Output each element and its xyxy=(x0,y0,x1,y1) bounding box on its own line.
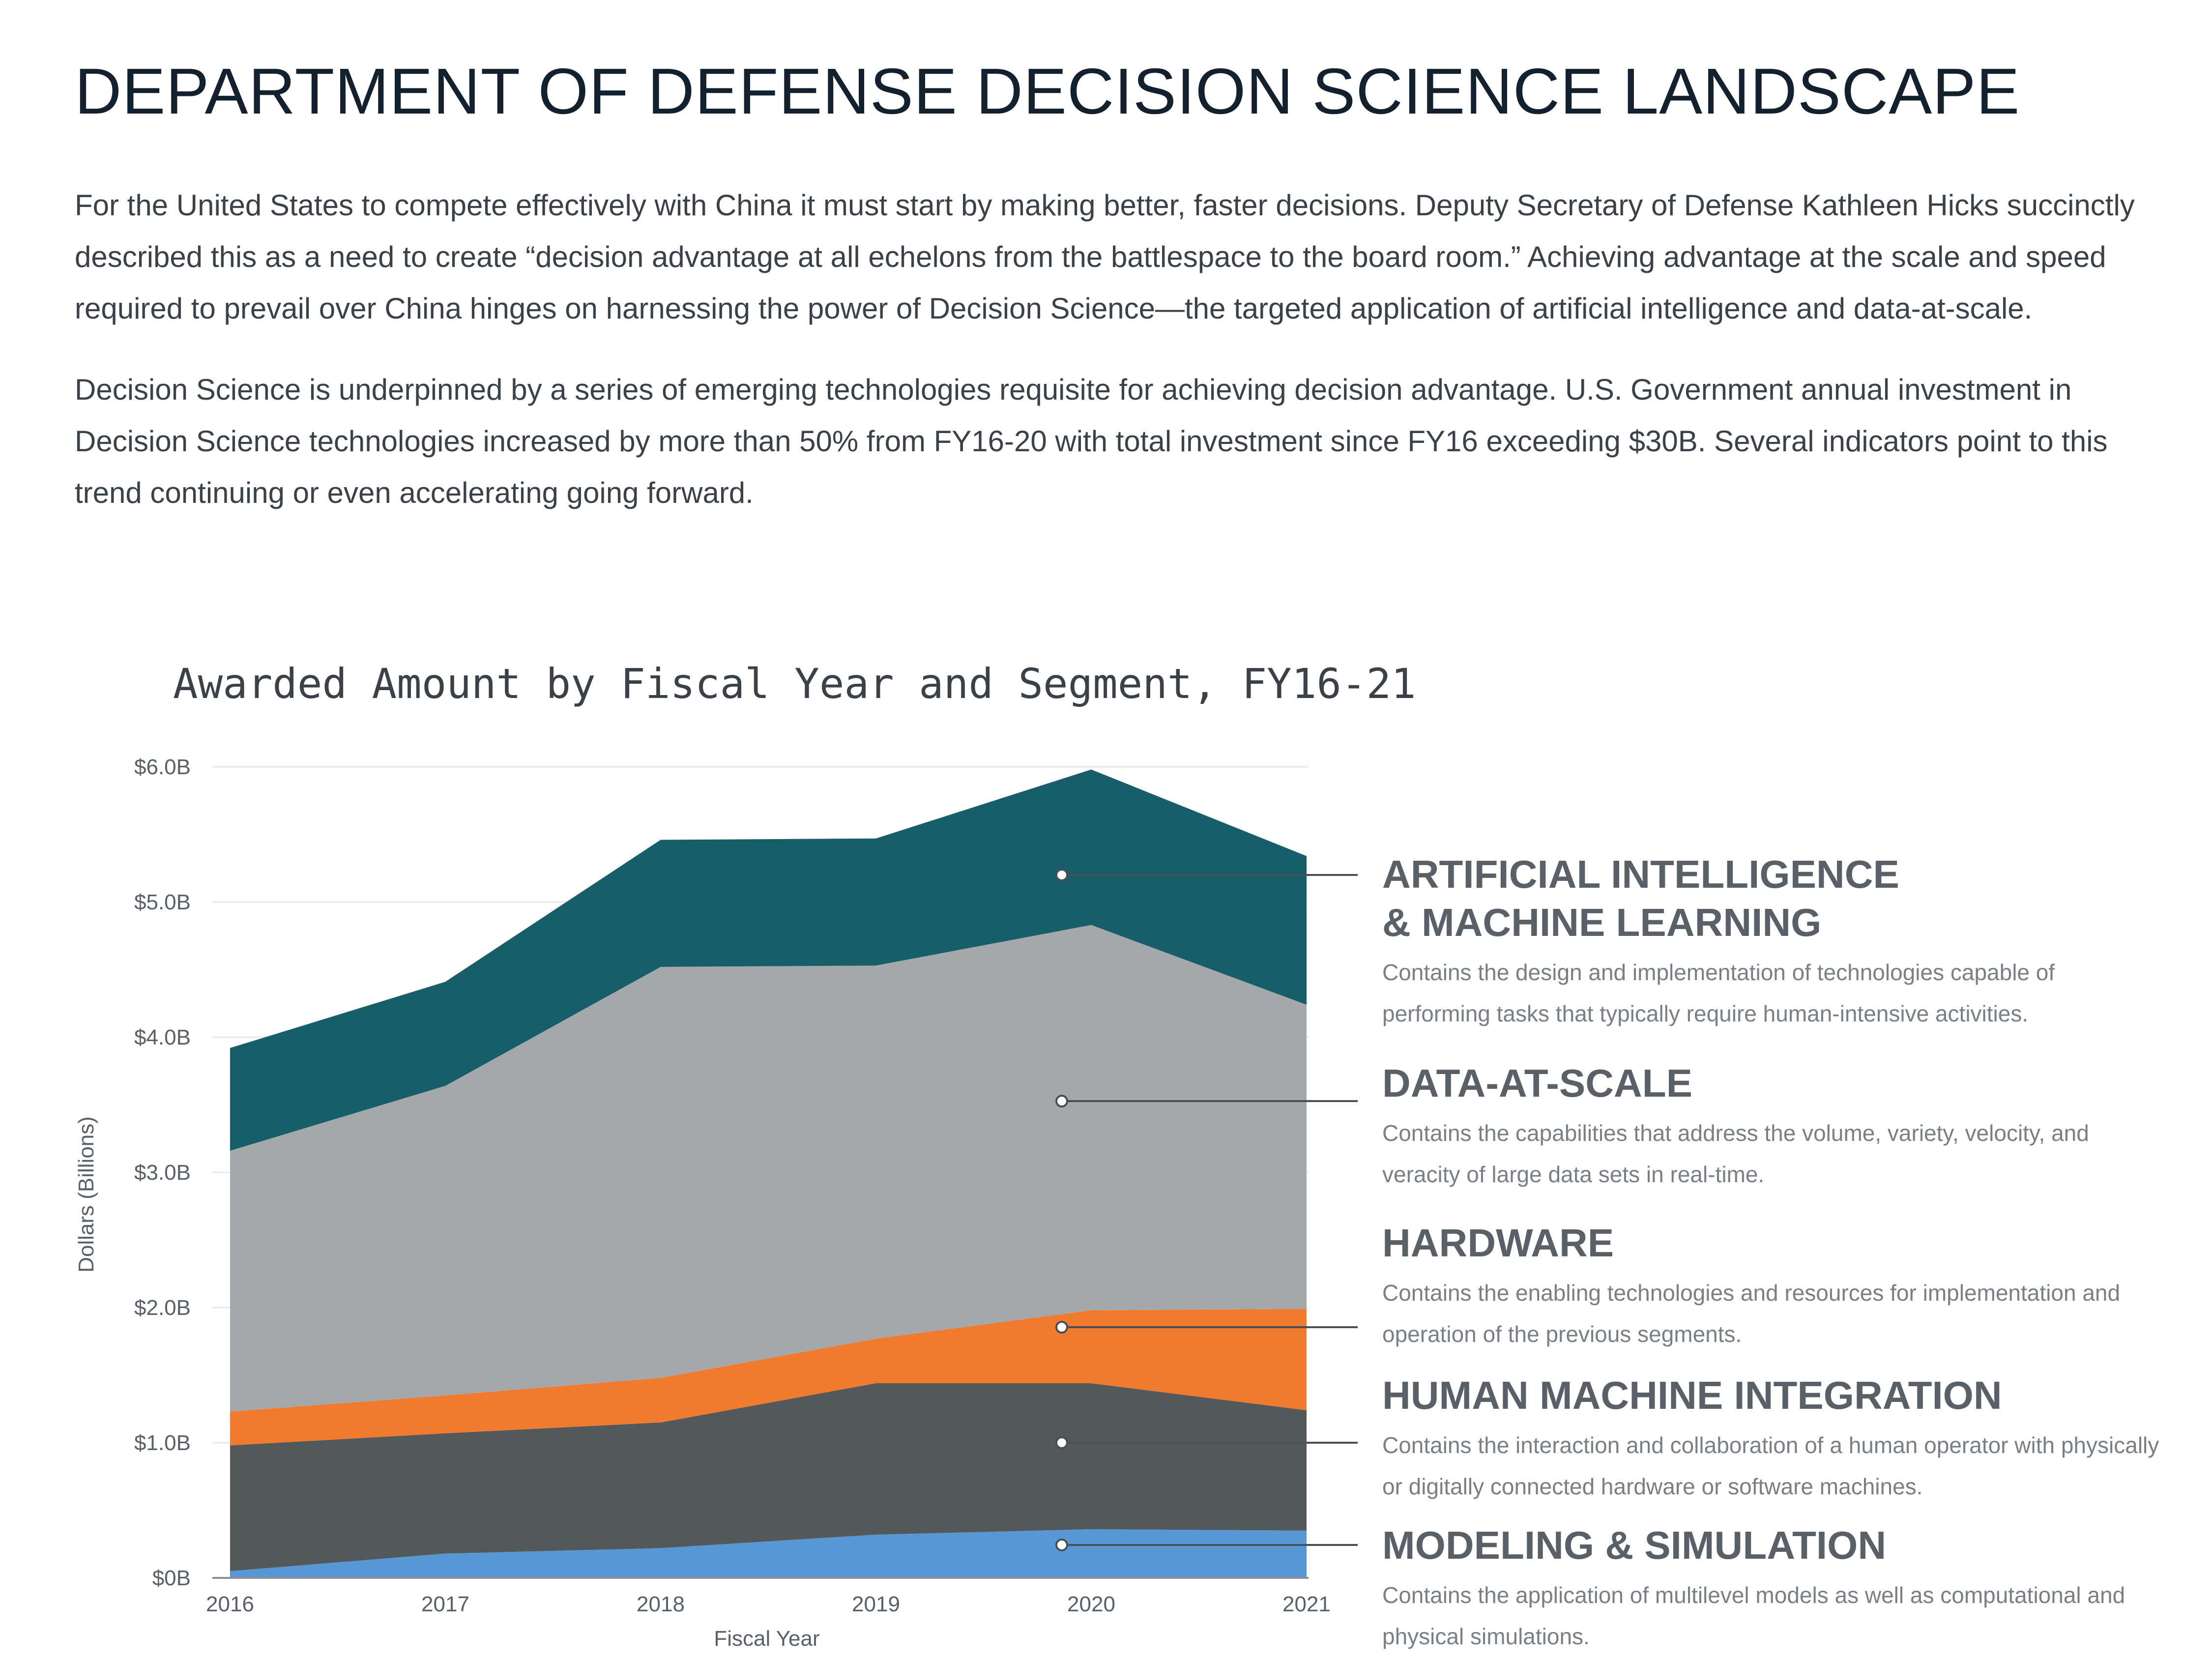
y-tick-label: $4.0B xyxy=(134,1025,191,1049)
y-axis-title: Dollars (Billions) xyxy=(74,1116,98,1273)
area-das xyxy=(230,925,1307,1412)
legend-title-aiml: ARTIFICIAL INTELLIGENCE & MACHINE LEARNI… xyxy=(1382,852,1899,944)
y-tick-label: $0B xyxy=(152,1566,191,1590)
legend-title-human-machine-integration: HUMAN MACHINE INTEGRATION xyxy=(1382,1373,2002,1417)
legend-description-aiml: Contains the design and implementation o… xyxy=(1382,960,2055,1026)
leader-dot-das xyxy=(1055,1095,1068,1107)
legend-leaders xyxy=(1055,869,1358,1551)
x-tick-label: 2021 xyxy=(1282,1592,1331,1616)
legend-description-modeling-simulation: Contains the application of multilevel m… xyxy=(1382,1582,2125,1649)
leader-dot-hmi xyxy=(1055,1436,1068,1449)
area-modeling xyxy=(230,1529,1307,1578)
x-tick-label: 2018 xyxy=(637,1592,685,1616)
y-tick-label: $5.0B xyxy=(134,890,191,914)
legend-title-modeling-simulation: MODELING & SIMULATION xyxy=(1382,1523,1887,1567)
leader-dot-modeling xyxy=(1055,1539,1068,1551)
axes: $0B $1.0B $2.0B $3.0B $4.0B $5.0B $6.0B 2016 201… xyxy=(74,755,1331,1651)
area-series xyxy=(230,769,1307,1578)
x-tick-label: 2019 xyxy=(852,1592,900,1616)
y-tick-label: $2.0B xyxy=(134,1296,191,1320)
area-hmi xyxy=(230,1383,1307,1572)
x-tick-label: 2016 xyxy=(206,1592,254,1616)
leader-dot-aiml xyxy=(1055,869,1068,881)
y-tick-label: $6.0B xyxy=(134,755,191,779)
area-aiml xyxy=(230,769,1307,1151)
area-hardware xyxy=(230,1309,1307,1446)
legend-item-data-at-scale: DATA-AT-SCALE Contains the capabilities … xyxy=(1382,1059,2169,1195)
y-tick-label: $3.0B xyxy=(134,1161,191,1185)
legend-description-hardware: Contains the enabling technologies and r… xyxy=(1382,1280,2121,1347)
intro-paragraph-2: Decision Science is underpinned by a ser… xyxy=(75,373,2108,509)
x-tick-label: 2017 xyxy=(421,1592,469,1616)
legend-item-modeling-simulation: MODELING & SIMULATION Contains the appli… xyxy=(1382,1521,2169,1657)
leader-dot-hardware xyxy=(1055,1321,1068,1334)
x-tick-label: 2020 xyxy=(1067,1592,1115,1616)
legend-item-hardware: HARDWARE Contains the enabling technolog… xyxy=(1382,1219,2169,1355)
legend-title-hardware: HARDWARE xyxy=(1382,1221,1614,1265)
page-title: DEPARTMENT OF DEFENSE DECISION SCIENCE L… xyxy=(75,55,2020,127)
legend-description-human-machine-integration: Contains the interaction and collaborati… xyxy=(1382,1432,2159,1499)
intro-paragraph-1: For the United States to compete effecti… xyxy=(75,189,2135,325)
legend-description-data-at-scale: Contains the capabilities that address t… xyxy=(1382,1120,2089,1187)
chart-title: Awarded Amount by Fiscal Year and Segmen… xyxy=(173,660,1416,708)
legend-title-data-at-scale: DATA-AT-SCALE xyxy=(1382,1061,1693,1105)
y-tick-label: $1.0B xyxy=(134,1431,191,1455)
x-axis-title: Fiscal Year xyxy=(714,1627,819,1651)
intro-text: For the United States to compete effecti… xyxy=(75,179,2169,548)
legend-item-human-machine-integration: HUMAN MACHINE INTEGRATION Contains the i… xyxy=(1382,1371,2169,1507)
legend-item-aiml: ARTIFICIAL INTELLIGENCE & MACHINE LEARNI… xyxy=(1382,850,2169,1034)
